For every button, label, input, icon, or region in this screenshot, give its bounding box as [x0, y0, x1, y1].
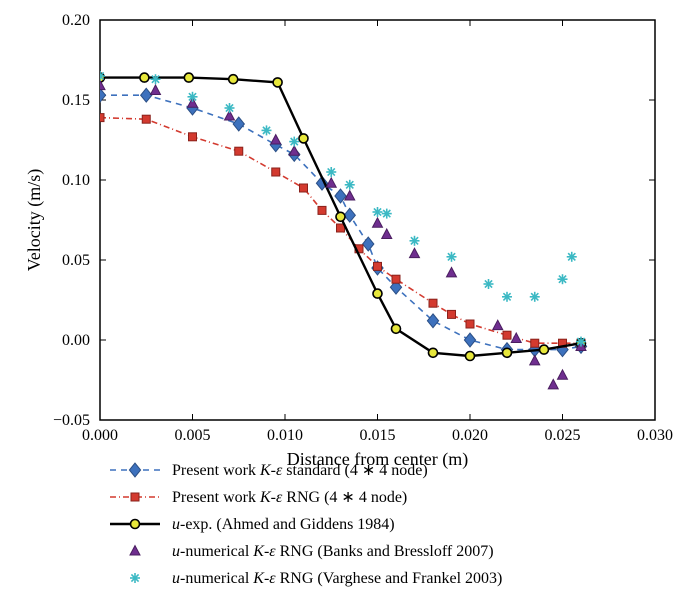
x-tick-label: 0.000: [82, 427, 118, 444]
y-tick-label: 0.05: [62, 252, 90, 269]
y-tick-label: 0.00: [62, 332, 90, 349]
x-tick-label: 0.005: [175, 427, 211, 444]
legend: Present work K-ε standard (4 ∗ 4 node) Pr…: [110, 462, 502, 587]
legend-label: u-numerical K-ε RNG (Varghese and Franke…: [172, 570, 502, 587]
legend-label: Present work K-ε RNG (4 ∗ 4 node): [172, 489, 407, 506]
legend-label: u-exp. (Ahmed and Giddens 1984): [172, 516, 395, 533]
velocity-chart: 0.000 0.005 0.010 0.015 0.020 0.025 0.030 −0.05…: [0, 0, 675, 614]
y-tick-label: 0.15: [62, 92, 90, 109]
legend-label: u-numerical K-ε RNG (Banks and Bressloff…: [172, 543, 494, 560]
x-tick-label: 0.020: [452, 427, 488, 444]
y-tick-label: 0.20: [62, 12, 90, 29]
x-tick-label: 0.010: [267, 427, 303, 444]
y-tick-label: 0.10: [62, 172, 90, 189]
y-tick-label: −0.05: [53, 412, 90, 429]
x-tick-label: 0.015: [360, 427, 396, 444]
y-axis-label: Velocity (m/s): [24, 169, 45, 271]
legend-label: Present work K-ε standard (4 ∗ 4 node): [172, 462, 428, 479]
x-tick-label: 0.030: [637, 427, 673, 444]
x-tick-label: 0.025: [545, 427, 581, 444]
